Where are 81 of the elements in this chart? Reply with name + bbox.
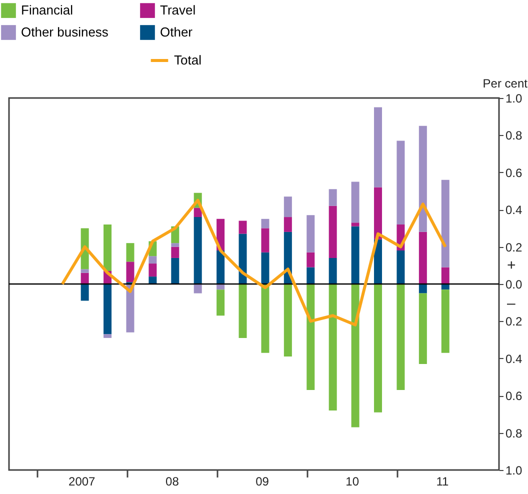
bar (351, 226, 360, 284)
bar (261, 252, 270, 284)
bar (418, 293, 427, 364)
bar (216, 290, 225, 316)
bar (194, 217, 202, 284)
bar (126, 243, 134, 262)
bar (104, 224, 112, 271)
bar (126, 262, 134, 282)
bar (80, 284, 89, 301)
bar (418, 284, 427, 294)
bar (284, 196, 292, 218)
y-tick-label: 0.2 (506, 240, 523, 254)
bar (374, 284, 382, 412)
legend-label: Other (160, 24, 194, 40)
bar (328, 206, 337, 258)
bar (441, 290, 450, 353)
line-series (60, 198, 447, 326)
x-tick-label: 2007 (68, 474, 96, 488)
bar (441, 180, 450, 268)
y-tick-label: 0.4 (506, 203, 523, 218)
bar (396, 140, 405, 224)
bar (238, 234, 247, 284)
bar (80, 272, 89, 284)
y-tick-label: 0.4 (506, 352, 523, 366)
bar (441, 267, 450, 284)
bar (171, 243, 180, 247)
bar (351, 284, 360, 428)
bar (284, 284, 292, 357)
bar (171, 258, 180, 284)
legend-label: Travel (160, 2, 196, 18)
bar (216, 250, 225, 284)
bar (238, 284, 247, 338)
x-tick-label: 10 (346, 474, 360, 488)
bar (148, 276, 157, 284)
legend-label: Total (174, 52, 202, 68)
bar (396, 284, 405, 390)
bar (148, 264, 157, 277)
bar (194, 208, 202, 218)
bar (194, 284, 202, 294)
bar (374, 239, 382, 284)
bar (284, 217, 292, 232)
bar (328, 284, 337, 410)
bar (351, 222, 360, 226)
bar (374, 187, 382, 240)
bar (171, 246, 180, 258)
x-tick-label: 11 (436, 474, 449, 488)
x-tick-label: 09 (256, 474, 270, 488)
bar (306, 215, 315, 252)
bar (148, 256, 157, 264)
y-tick-label: 1.0 (506, 92, 523, 106)
bar (80, 269, 89, 273)
bar (418, 126, 427, 232)
bar (418, 232, 427, 284)
y-tick-label: 0.2 (506, 314, 523, 329)
bar (104, 334, 112, 338)
bar (306, 252, 315, 268)
y-tick-label: 0.6 (506, 166, 523, 180)
bar (238, 220, 247, 234)
text: – (507, 295, 516, 312)
legend-label: Other business (21, 24, 109, 40)
bar (126, 284, 134, 332)
bar (328, 189, 337, 206)
x-tick-label: 08 (166, 474, 180, 488)
bar (374, 107, 382, 188)
bar (396, 250, 405, 284)
y-tick-label: 0.8 (506, 128, 523, 143)
y-axis-title: Per cent (482, 76, 528, 90)
y-tick-label: 0.0 (506, 278, 523, 292)
legend-label: Financial (21, 2, 74, 18)
y-tick-label: 0.8 (506, 426, 523, 440)
bar (328, 258, 337, 284)
bar (261, 218, 270, 228)
text: + (507, 257, 516, 274)
y-tick-label: 1.0 (506, 464, 523, 478)
bar (306, 267, 315, 284)
bar (261, 284, 270, 353)
bar (306, 284, 315, 390)
bar (351, 182, 360, 223)
bar (261, 228, 270, 252)
bar (104, 284, 112, 334)
y-tick-label: 0.6 (506, 389, 523, 404)
